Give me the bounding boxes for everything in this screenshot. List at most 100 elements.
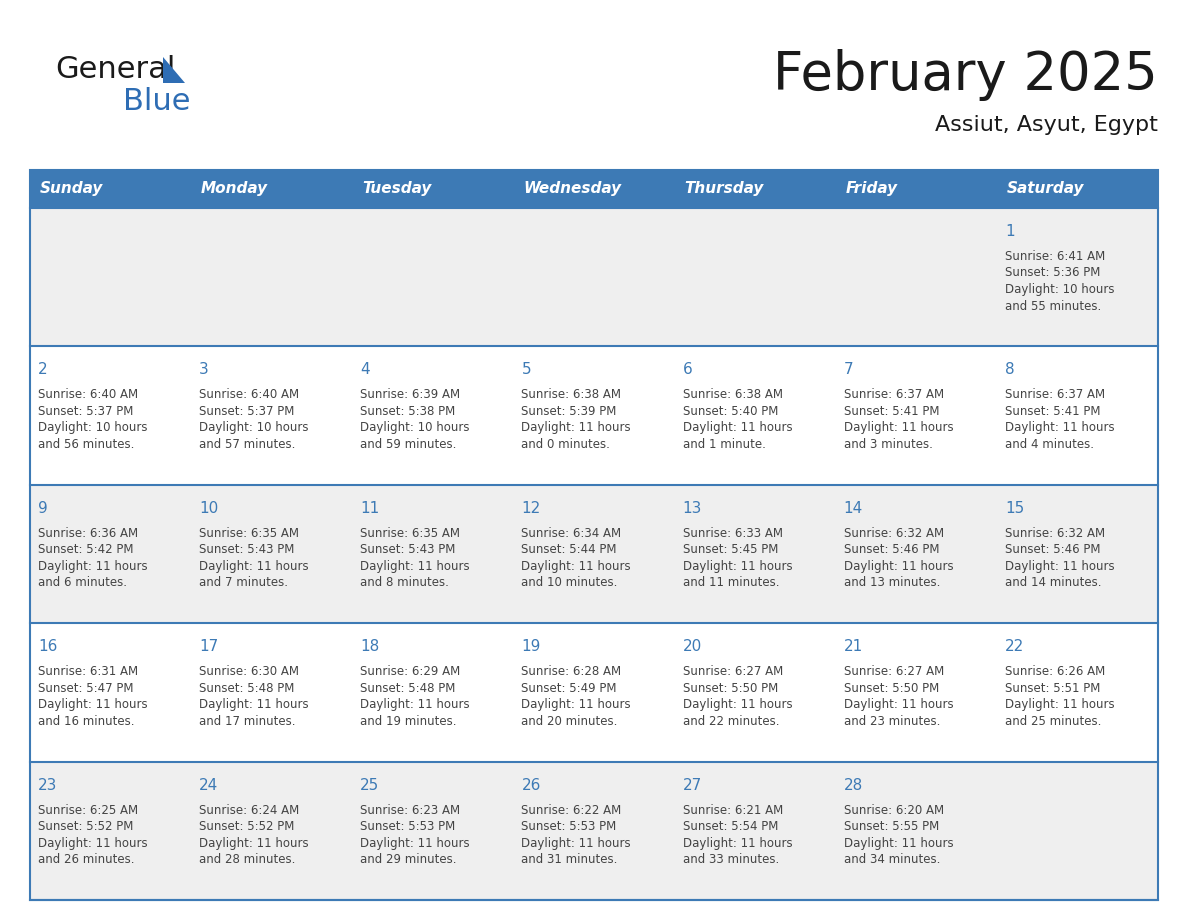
Text: Tuesday: Tuesday bbox=[362, 182, 431, 196]
Text: Sunrise: 6:21 AM: Sunrise: 6:21 AM bbox=[683, 803, 783, 817]
Text: Daylight: 11 hours: Daylight: 11 hours bbox=[843, 699, 953, 711]
Text: Sunday: Sunday bbox=[40, 182, 103, 196]
Text: 5: 5 bbox=[522, 363, 531, 377]
Text: and 59 minutes.: and 59 minutes. bbox=[360, 438, 456, 451]
Text: Sunrise: 6:31 AM: Sunrise: 6:31 AM bbox=[38, 666, 138, 678]
Text: Sunset: 5:52 PM: Sunset: 5:52 PM bbox=[200, 820, 295, 834]
Text: and 23 minutes.: and 23 minutes. bbox=[843, 715, 940, 728]
Text: Sunset: 5:40 PM: Sunset: 5:40 PM bbox=[683, 405, 778, 418]
Text: and 26 minutes.: and 26 minutes. bbox=[38, 853, 134, 866]
Text: and 14 minutes.: and 14 minutes. bbox=[1005, 577, 1101, 589]
Text: Sunrise: 6:37 AM: Sunrise: 6:37 AM bbox=[1005, 388, 1105, 401]
Text: 21: 21 bbox=[843, 639, 862, 655]
Text: Sunset: 5:48 PM: Sunset: 5:48 PM bbox=[200, 682, 295, 695]
Text: Sunset: 5:41 PM: Sunset: 5:41 PM bbox=[1005, 405, 1100, 418]
Text: Sunset: 5:53 PM: Sunset: 5:53 PM bbox=[360, 820, 455, 834]
Text: Daylight: 11 hours: Daylight: 11 hours bbox=[522, 836, 631, 849]
Text: and 1 minute.: and 1 minute. bbox=[683, 438, 765, 451]
Text: Daylight: 11 hours: Daylight: 11 hours bbox=[360, 560, 470, 573]
Text: Assiut, Asyut, Egypt: Assiut, Asyut, Egypt bbox=[935, 115, 1158, 135]
Text: and 31 minutes.: and 31 minutes. bbox=[522, 853, 618, 866]
Text: Sunrise: 6:35 AM: Sunrise: 6:35 AM bbox=[200, 527, 299, 540]
Text: and 10 minutes.: and 10 minutes. bbox=[522, 577, 618, 589]
Text: Daylight: 11 hours: Daylight: 11 hours bbox=[683, 421, 792, 434]
Text: Saturday: Saturday bbox=[1007, 182, 1085, 196]
Text: Daylight: 11 hours: Daylight: 11 hours bbox=[200, 836, 309, 849]
Text: and 7 minutes.: and 7 minutes. bbox=[200, 577, 289, 589]
Text: Daylight: 11 hours: Daylight: 11 hours bbox=[38, 836, 147, 849]
Text: and 8 minutes.: and 8 minutes. bbox=[360, 577, 449, 589]
Text: 1: 1 bbox=[1005, 224, 1015, 239]
Text: Sunrise: 6:39 AM: Sunrise: 6:39 AM bbox=[360, 388, 461, 401]
Text: Sunrise: 6:20 AM: Sunrise: 6:20 AM bbox=[843, 803, 943, 817]
Text: 2: 2 bbox=[38, 363, 48, 377]
Text: Sunset: 5:52 PM: Sunset: 5:52 PM bbox=[38, 820, 133, 834]
Text: and 57 minutes.: and 57 minutes. bbox=[200, 438, 296, 451]
Text: Sunset: 5:47 PM: Sunset: 5:47 PM bbox=[38, 682, 133, 695]
Text: and 22 minutes.: and 22 minutes. bbox=[683, 715, 779, 728]
Text: Sunrise: 6:34 AM: Sunrise: 6:34 AM bbox=[522, 527, 621, 540]
Text: Sunset: 5:38 PM: Sunset: 5:38 PM bbox=[360, 405, 455, 418]
Text: 25: 25 bbox=[360, 778, 379, 792]
Text: Sunrise: 6:30 AM: Sunrise: 6:30 AM bbox=[200, 666, 299, 678]
Text: Wednesday: Wednesday bbox=[524, 182, 621, 196]
Text: Sunrise: 6:22 AM: Sunrise: 6:22 AM bbox=[522, 803, 621, 817]
Text: Sunset: 5:48 PM: Sunset: 5:48 PM bbox=[360, 682, 456, 695]
Text: Daylight: 11 hours: Daylight: 11 hours bbox=[360, 836, 470, 849]
Text: Blue: Blue bbox=[124, 87, 190, 116]
Text: and 20 minutes.: and 20 minutes. bbox=[522, 715, 618, 728]
Text: and 56 minutes.: and 56 minutes. bbox=[38, 438, 134, 451]
Text: Sunrise: 6:32 AM: Sunrise: 6:32 AM bbox=[1005, 527, 1105, 540]
Polygon shape bbox=[163, 57, 185, 83]
Text: Sunset: 5:37 PM: Sunset: 5:37 PM bbox=[38, 405, 133, 418]
Text: 3: 3 bbox=[200, 363, 209, 377]
Text: 8: 8 bbox=[1005, 363, 1015, 377]
Bar bbox=[30, 346, 1158, 485]
Text: and 6 minutes.: and 6 minutes. bbox=[38, 577, 127, 589]
Text: 20: 20 bbox=[683, 639, 702, 655]
Text: Daylight: 11 hours: Daylight: 11 hours bbox=[683, 699, 792, 711]
Text: Sunrise: 6:27 AM: Sunrise: 6:27 AM bbox=[683, 666, 783, 678]
Text: 17: 17 bbox=[200, 639, 219, 655]
Text: Sunset: 5:45 PM: Sunset: 5:45 PM bbox=[683, 543, 778, 556]
Text: Sunset: 5:54 PM: Sunset: 5:54 PM bbox=[683, 820, 778, 834]
Bar bbox=[30, 170, 1158, 208]
Text: 6: 6 bbox=[683, 363, 693, 377]
Text: and 4 minutes.: and 4 minutes. bbox=[1005, 438, 1094, 451]
Text: and 13 minutes.: and 13 minutes. bbox=[843, 577, 940, 589]
Text: Sunset: 5:43 PM: Sunset: 5:43 PM bbox=[360, 543, 456, 556]
Text: Daylight: 11 hours: Daylight: 11 hours bbox=[1005, 560, 1114, 573]
Text: Sunrise: 6:24 AM: Sunrise: 6:24 AM bbox=[200, 803, 299, 817]
Text: Sunrise: 6:32 AM: Sunrise: 6:32 AM bbox=[843, 527, 943, 540]
Text: and 16 minutes.: and 16 minutes. bbox=[38, 715, 134, 728]
Text: and 17 minutes.: and 17 minutes. bbox=[200, 715, 296, 728]
Text: and 34 minutes.: and 34 minutes. bbox=[843, 853, 940, 866]
Text: Sunset: 5:51 PM: Sunset: 5:51 PM bbox=[1005, 682, 1100, 695]
Text: 16: 16 bbox=[38, 639, 57, 655]
Text: 14: 14 bbox=[843, 501, 862, 516]
Text: Sunset: 5:53 PM: Sunset: 5:53 PM bbox=[522, 820, 617, 834]
Text: Sunrise: 6:27 AM: Sunrise: 6:27 AM bbox=[843, 666, 944, 678]
Text: Sunrise: 6:40 AM: Sunrise: 6:40 AM bbox=[38, 388, 138, 401]
Text: and 33 minutes.: and 33 minutes. bbox=[683, 853, 779, 866]
Text: Daylight: 11 hours: Daylight: 11 hours bbox=[200, 560, 309, 573]
Text: Sunrise: 6:41 AM: Sunrise: 6:41 AM bbox=[1005, 250, 1105, 263]
Bar bbox=[30, 762, 1158, 900]
Text: Daylight: 11 hours: Daylight: 11 hours bbox=[522, 421, 631, 434]
Text: and 11 minutes.: and 11 minutes. bbox=[683, 577, 779, 589]
Text: 24: 24 bbox=[200, 778, 219, 792]
Text: Sunrise: 6:25 AM: Sunrise: 6:25 AM bbox=[38, 803, 138, 817]
Text: Sunrise: 6:33 AM: Sunrise: 6:33 AM bbox=[683, 527, 783, 540]
Text: Daylight: 11 hours: Daylight: 11 hours bbox=[360, 699, 470, 711]
Text: 10: 10 bbox=[200, 501, 219, 516]
Text: 22: 22 bbox=[1005, 639, 1024, 655]
Bar bbox=[30, 208, 1158, 346]
Text: Sunset: 5:46 PM: Sunset: 5:46 PM bbox=[1005, 543, 1100, 556]
Text: Sunset: 5:50 PM: Sunset: 5:50 PM bbox=[683, 682, 778, 695]
Text: 19: 19 bbox=[522, 639, 541, 655]
Text: 23: 23 bbox=[38, 778, 57, 792]
Text: Daylight: 11 hours: Daylight: 11 hours bbox=[522, 699, 631, 711]
Text: Daylight: 11 hours: Daylight: 11 hours bbox=[843, 421, 953, 434]
Text: Sunset: 5:42 PM: Sunset: 5:42 PM bbox=[38, 543, 133, 556]
Text: Daylight: 10 hours: Daylight: 10 hours bbox=[1005, 283, 1114, 296]
